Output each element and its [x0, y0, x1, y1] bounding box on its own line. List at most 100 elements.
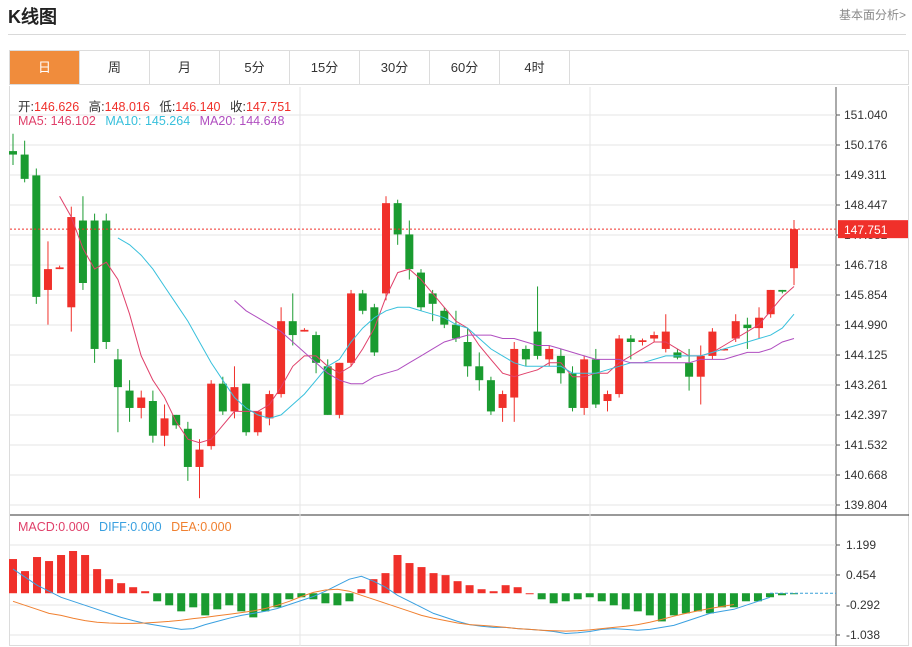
macd-bar: [261, 593, 270, 612]
macd-bar: [69, 550, 78, 594]
macd-bar: [537, 593, 546, 600]
candle-body: [43, 269, 52, 290]
macd-bar: [417, 567, 426, 594]
candle-body: [626, 338, 635, 343]
candle-body: [475, 366, 484, 381]
macd-y-tick-label: -0.292: [846, 598, 880, 612]
y-tick-label: 142.397: [844, 408, 888, 422]
macd-bar: [357, 589, 366, 594]
page-title: K线图: [8, 7, 57, 27]
candle-body: [416, 272, 425, 308]
candle-body: [67, 217, 76, 308]
close-value: 147.751: [245, 100, 292, 114]
y-tick-label: 148.447: [844, 198, 888, 212]
candle-body: [790, 229, 798, 269]
candle-body: [533, 331, 542, 356]
macd-bar: [633, 593, 642, 612]
macd-bar: [405, 563, 414, 594]
macd-bar: [669, 593, 678, 616]
macd-bar: [21, 571, 30, 594]
macd-bar: [777, 593, 786, 596]
y-tick-label: 140.668: [844, 468, 888, 482]
ma10-line: [117, 237, 795, 419]
candle-body: [766, 289, 775, 315]
candle-body: [568, 373, 577, 408]
candle-body: [451, 324, 460, 339]
y-tick-label: 149.311: [844, 168, 887, 182]
ma20-line: [234, 300, 795, 385]
tab-5min[interactable]: 5分: [220, 51, 290, 84]
macd-bar: [285, 593, 294, 600]
macd-bar: [105, 579, 114, 594]
ma5-value: 146.102: [50, 114, 96, 128]
ma10-value: 145.264: [144, 114, 191, 128]
macd-bar: [333, 593, 342, 606]
macd-value: 0.000: [58, 520, 90, 534]
candle-body: [358, 293, 367, 311]
diff-value: 0.000: [130, 520, 162, 534]
candle-body: [125, 390, 134, 408]
macd-y-tick-label: -1.038: [846, 628, 880, 642]
open-label: 开:: [18, 100, 34, 114]
ma20-label: MA20:: [199, 114, 236, 128]
macd-bar: [657, 593, 666, 622]
tab-month[interactable]: 月: [150, 51, 220, 84]
macd-bar: [297, 593, 306, 598]
candle-body: [755, 317, 764, 329]
tab-60min[interactable]: 60分: [430, 51, 500, 84]
macd-bar: [189, 593, 198, 608]
high-value: 148.016: [104, 100, 150, 114]
candle-body: [218, 383, 227, 412]
candle-body: [778, 289, 787, 292]
candle-body: [160, 418, 169, 436]
macd-bar: [237, 593, 246, 612]
macd-bar: [9, 559, 17, 594]
macd-bar: [201, 593, 210, 616]
candle-body: [172, 414, 181, 426]
macd-bar: [117, 583, 126, 594]
candle-body: [277, 321, 286, 395]
macd-bar: [273, 593, 282, 608]
macd-bar: [765, 593, 774, 598]
candle-body: [312, 335, 321, 363]
chart-frame: [9, 86, 909, 646]
macd-bar: [141, 591, 150, 594]
candle-body: [183, 428, 192, 467]
tab-15min[interactable]: 15分: [290, 51, 360, 84]
candle-body: [370, 307, 379, 353]
candle-body: [685, 362, 694, 377]
tab-4h[interactable]: 4时: [500, 51, 570, 84]
macd-legend: MACD:0.000 DIFF:0.000 DEA:0.000: [18, 520, 238, 534]
macd-bar: [681, 593, 690, 614]
macd-bar: [369, 579, 378, 594]
macd-bar: [717, 593, 726, 608]
candle-body: [486, 380, 495, 412]
tab-30min[interactable]: 30分: [360, 51, 430, 84]
macd-bar: [153, 593, 162, 602]
period-tabs: 日 周 月 5分 15分 30分 60分 4时: [9, 50, 909, 85]
macd-bar: [345, 593, 354, 602]
macd-bar: [165, 593, 174, 606]
tab-day[interactable]: 日: [10, 51, 80, 84]
macd-bar: [33, 557, 42, 594]
y-tick-label: 141.532: [844, 438, 888, 452]
ma5-line: [59, 195, 795, 444]
fundamental-analysis-link[interactable]: 基本面分析>: [838, 8, 906, 22]
macd-bar: [729, 593, 738, 608]
macd-bar: [573, 593, 582, 600]
candle-body: [195, 449, 204, 467]
tab-week[interactable]: 周: [80, 51, 150, 84]
macd-bar: [249, 593, 258, 618]
macd-bar: [501, 585, 510, 594]
close-label: 收:: [229, 100, 246, 114]
candle-body: [20, 154, 29, 179]
macd-bar: [477, 589, 486, 594]
ma10-label: MA10:: [105, 114, 142, 128]
macd-y-tick-label: 1.199: [846, 538, 876, 552]
candle-body: [335, 362, 344, 415]
macd-bar: [45, 561, 54, 594]
candle-body: [207, 383, 216, 447]
candle-body: [300, 329, 309, 332]
candle-body: [288, 321, 297, 336]
